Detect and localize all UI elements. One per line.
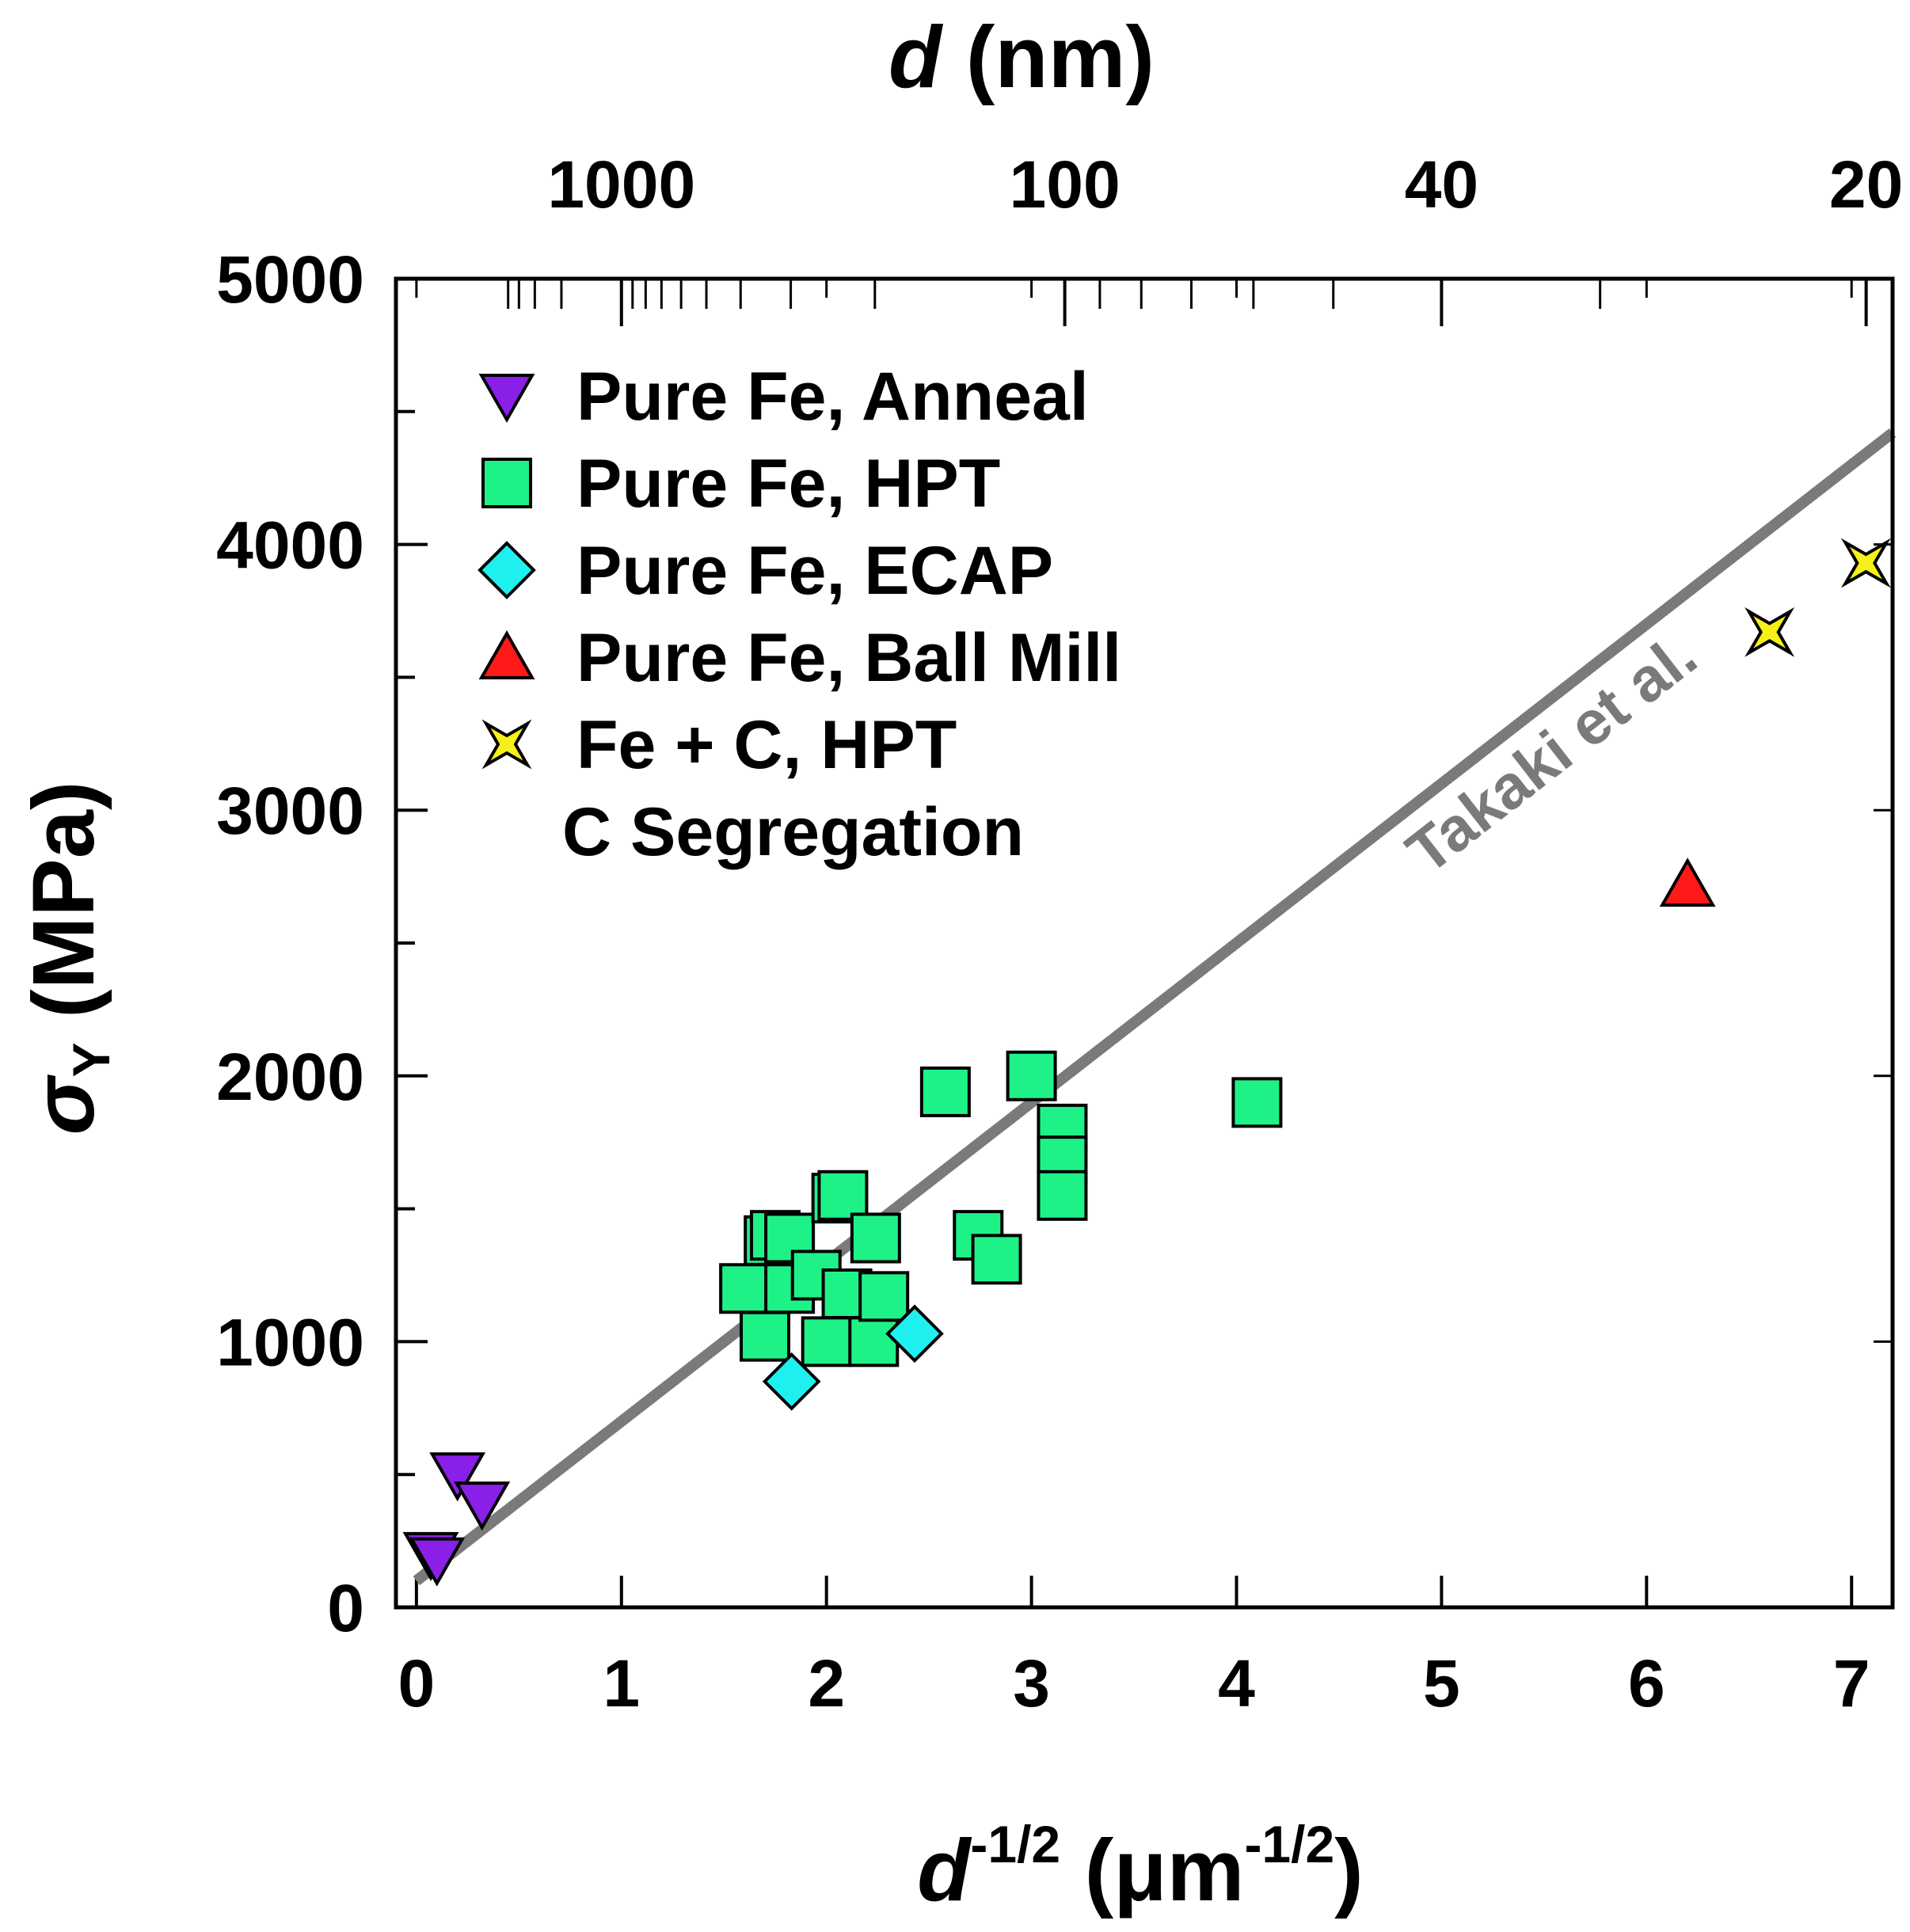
y-tick-label: 0	[327, 1571, 364, 1645]
x-tick-label: 3	[1013, 1646, 1050, 1721]
y-tick-label: 1000	[216, 1305, 364, 1379]
data-point-pure-fe-hpt	[1037, 1169, 1088, 1221]
legend-label-fe-c-hpt: Fe + C, HPT	[576, 707, 957, 783]
x-axis-title-unit: (μm	[1060, 1822, 1244, 1919]
fit-line-label: Takaki et al.	[1394, 620, 1710, 887]
legend-label-pure-fe-ball-mill: Pure Fe, Ball Mill	[576, 620, 1121, 696]
legend: Pure Fe, Anneal Pure Fe, HPT Pure Fe, ECAP…	[478, 359, 1121, 870]
data-point-pure-fe-ecap	[885, 1304, 944, 1363]
y-tick-label: 4000	[216, 508, 364, 583]
data-point-pure-fe-hpt	[1231, 1077, 1283, 1128]
data-points	[402, 538, 1891, 1587]
legend-label-fe-c-hpt-line2: C Segregation	[562, 794, 1024, 870]
legend-marker-pure-fe-hpt	[481, 458, 532, 508]
y-tick-label: 3000	[216, 774, 364, 848]
top-tick-label: 20	[1829, 147, 1903, 222]
data-point-pure-fe-hpt	[848, 1316, 900, 1367]
legend-marker-pure-fe-ecap	[478, 541, 536, 599]
top-axis-title-unit: (nm)	[942, 9, 1155, 106]
legend-marker-fe-c-hpt	[481, 719, 532, 770]
x-axis-title-symbol: d	[917, 1822, 972, 1919]
data-point-pure-fe-hpt	[1006, 1050, 1057, 1101]
x-tick-label: 0	[398, 1646, 436, 1721]
data-point-pure-fe-anneal	[429, 1452, 486, 1502]
data-point-pure-fe-hpt	[817, 1169, 869, 1221]
data-point-pure-fe-hpt	[850, 1212, 901, 1264]
data-point-pure-fe-ball-mill	[1659, 858, 1716, 907]
legend-marker-pure-fe-anneal	[478, 374, 535, 424]
data-point-pure-fe-hpt	[801, 1316, 852, 1367]
data-point-pure-fe-hpt	[719, 1263, 770, 1314]
x-tick-label: 5	[1423, 1646, 1460, 1721]
legend-label-pure-fe-ecap: Pure Fe, ECAP	[576, 533, 1053, 609]
top-axis-title: d (nm)	[888, 9, 1155, 106]
y-axis-title-symbol: σ	[15, 1074, 112, 1135]
y-axis-title-subscript: Y	[62, 1042, 120, 1077]
data-point-pure-fe-hpt	[740, 1310, 791, 1362]
x-axis-title: d-1/2 (μm-1/2)	[917, 1815, 1364, 1919]
x-tick-label: 2	[808, 1646, 845, 1721]
top-axis-title-symbol: d	[888, 9, 944, 106]
data-point-pure-fe-ecap	[762, 1352, 821, 1411]
x-axis-title-unit-exponent: -1/2	[1244, 1815, 1334, 1873]
data-point-pure-fe-anneal	[454, 1481, 511, 1531]
x-tick-label: 7	[1833, 1646, 1870, 1721]
top-tick-label: 1000	[547, 147, 695, 222]
x-tick-label: 6	[1628, 1646, 1665, 1721]
data-point-pure-fe-hpt	[971, 1234, 1022, 1285]
fit-line	[413, 428, 1897, 1585]
legend-label-pure-fe-anneal: Pure Fe, Anneal	[576, 359, 1089, 435]
x-axis: 0 1 2 3 4 5 6 7	[398, 279, 1870, 1721]
top-tick-label: 100	[1010, 147, 1121, 222]
data-point-pure-fe-hpt	[858, 1271, 910, 1322]
x-tick-label: 1	[603, 1646, 640, 1721]
top-axis: 1000 100 40 20	[507, 147, 1903, 326]
data-point-pure-fe-anneal	[409, 1537, 466, 1587]
top-tick-label: 40	[1405, 147, 1478, 222]
x-axis-title-close: )	[1334, 1822, 1364, 1919]
y-axis: 0 1000 2000 3000 4000 5000	[216, 242, 1893, 1645]
y-tick-label: 2000	[216, 1040, 364, 1114]
plot-frame	[394, 276, 1895, 1610]
data-point-pure-fe-hpt	[919, 1066, 971, 1117]
legend-marker-pure-fe-ball-mill	[478, 629, 535, 679]
data-point-fe-c-hpt	[1744, 607, 1795, 657]
data-point-pure-fe-hpt	[764, 1212, 816, 1264]
x-tick-label: 4	[1218, 1646, 1255, 1721]
x-axis-title-exponent: -1/2	[970, 1815, 1060, 1873]
y-tick-label: 5000	[216, 242, 364, 317]
data-point-fe-c-hpt	[1840, 538, 1891, 588]
legend-label-pure-fe-hpt: Pure Fe, HPT	[576, 446, 1000, 522]
y-axis-title-unit: (MPa)	[15, 781, 112, 1042]
y-axis-title: σY (MPa)	[15, 781, 120, 1135]
